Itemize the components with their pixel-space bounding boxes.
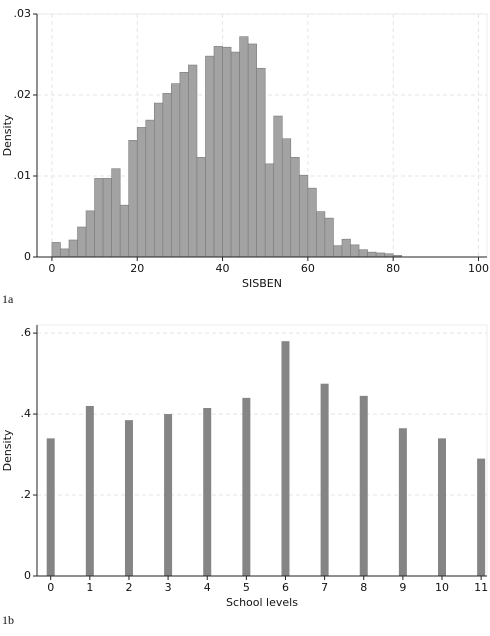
- x-tick-label: 11: [474, 581, 488, 594]
- y-tick-label: .4: [21, 407, 32, 420]
- bar: [341, 238, 351, 258]
- x-tick-label: 2: [125, 581, 132, 594]
- bar: [205, 55, 215, 258]
- x-tick-label: 20: [130, 262, 144, 275]
- y-axis-label: Density: [1, 429, 14, 471]
- y-tick-label: .01: [14, 169, 32, 182]
- bar: [333, 245, 343, 258]
- y-tick-label: .02: [14, 88, 32, 101]
- bar: [375, 252, 385, 258]
- x-tick-label: 9: [399, 581, 406, 594]
- bar: [102, 178, 112, 258]
- bar: [359, 395, 368, 576]
- bar: [162, 93, 172, 258]
- bar: [299, 174, 309, 258]
- bar: [307, 187, 317, 258]
- bar: [438, 438, 446, 576]
- x-tick-label: 7: [321, 581, 328, 594]
- bar: [77, 226, 87, 258]
- y-tick-label: .03: [14, 7, 32, 20]
- x-tick-label: 6: [282, 581, 289, 594]
- bar: [60, 248, 70, 258]
- x-tick-label: 60: [301, 262, 315, 275]
- x-axis-label: SISBEN: [242, 277, 282, 290]
- bar: [85, 210, 95, 258]
- bar: [136, 127, 147, 258]
- x-tick-label: 40: [216, 262, 230, 275]
- x-axis-label: School levels: [226, 596, 298, 609]
- bar: [111, 168, 121, 258]
- bar: [256, 67, 266, 258]
- bar: [179, 72, 189, 258]
- bar: [85, 405, 94, 576]
- x-tick-label: 0: [48, 262, 55, 275]
- caption: 1a: [2, 292, 14, 306]
- bar: [68, 239, 78, 258]
- x-tick-label: 100: [468, 262, 489, 275]
- bar: [324, 217, 334, 258]
- x-tick-label: 10: [435, 581, 449, 594]
- caption: 1b: [2, 613, 14, 627]
- y-tick-label: 0: [24, 250, 31, 263]
- bar: [230, 51, 240, 258]
- bar: [281, 341, 290, 576]
- bar: [367, 251, 377, 258]
- bar: [46, 438, 55, 576]
- plot-frame: [36, 324, 488, 577]
- bar: [128, 140, 138, 258]
- y-axis-label: Density: [1, 114, 14, 156]
- bar: [242, 397, 251, 576]
- bar: [239, 36, 249, 258]
- bar: [171, 83, 181, 258]
- x-tick-label: 80: [386, 262, 400, 275]
- bar: [477, 458, 486, 576]
- bar: [196, 157, 206, 258]
- x-tick-label: 3: [165, 581, 172, 594]
- bar: [51, 242, 61, 258]
- y-tick-label: .6: [21, 326, 32, 339]
- x-tick-label: 5: [243, 581, 250, 594]
- bar: [203, 407, 212, 576]
- bar: [188, 64, 198, 258]
- bar: [124, 420, 133, 576]
- bar: [94, 178, 104, 258]
- bar: [320, 383, 329, 576]
- y-tick-label: 0: [24, 569, 31, 582]
- bar: [164, 414, 173, 576]
- bar: [153, 102, 164, 258]
- x-tick-label: 0: [47, 581, 54, 594]
- bar: [145, 119, 155, 258]
- bar: [247, 43, 257, 258]
- x-tick-label: 1: [86, 581, 93, 594]
- y-tick-label: .2: [21, 488, 32, 501]
- bar: [316, 211, 326, 258]
- bar: [350, 244, 360, 258]
- x-tick-label: 4: [204, 581, 211, 594]
- bar: [358, 249, 368, 258]
- bar: [213, 46, 223, 258]
- bar: [290, 157, 300, 258]
- bar: [273, 115, 283, 258]
- bar: [119, 204, 130, 258]
- x-tick-label: 8: [360, 581, 367, 594]
- bar: [222, 46, 232, 258]
- bar: [398, 428, 407, 576]
- bar: [264, 163, 275, 258]
- bar: [281, 138, 292, 258]
